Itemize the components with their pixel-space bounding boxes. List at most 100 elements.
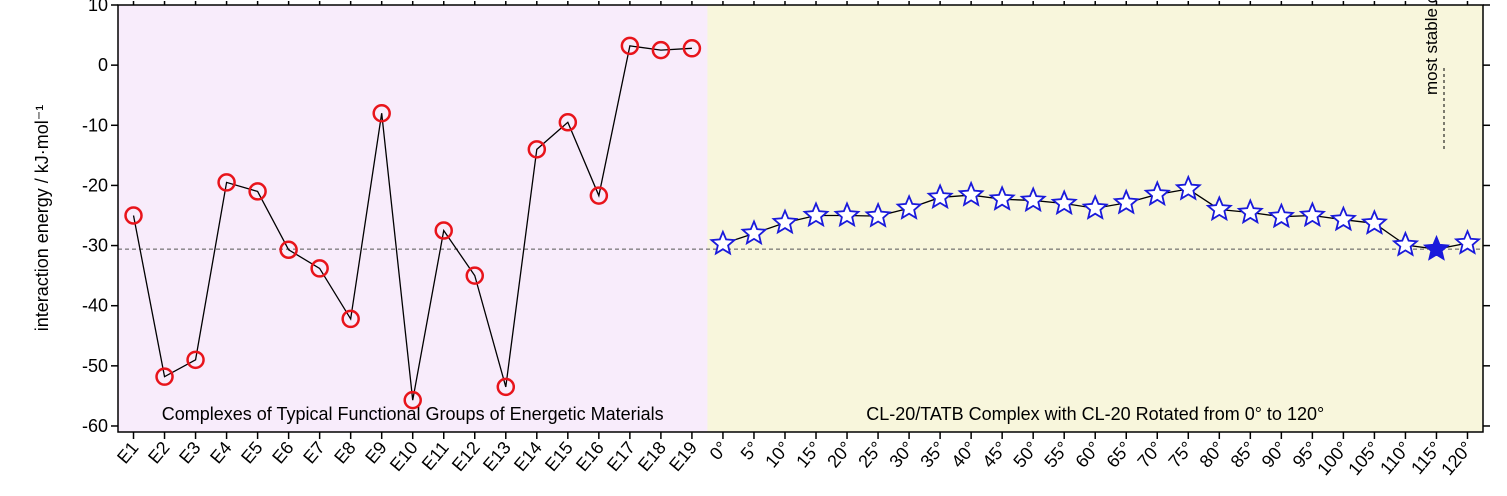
x-tick-label: 50° [1009, 438, 1042, 472]
x-tick-label: E4 [206, 438, 235, 468]
x-tick-label: E14 [510, 438, 546, 475]
point [465, 266, 485, 285]
point [124, 206, 143, 225]
point [682, 39, 702, 58]
point [1360, 208, 1388, 235]
x-tick-label: 5° [737, 438, 763, 464]
x-tick-label: E12 [448, 438, 484, 475]
point [155, 367, 174, 386]
point [1205, 195, 1233, 222]
point [926, 183, 954, 210]
x-tick-label: E11 [418, 438, 453, 474]
x-tick-label: 100° [1313, 438, 1352, 479]
x-tick-label: 65° [1102, 438, 1135, 472]
point [403, 390, 422, 410]
point [1329, 205, 1358, 232]
point [1422, 234, 1451, 261]
point [1174, 174, 1202, 201]
y-tick-label: -40 [82, 296, 108, 316]
x-tick-label: E5 [237, 438, 266, 468]
y-tick-label: -10 [82, 115, 108, 135]
point [864, 201, 892, 228]
x-tick-label: 75° [1165, 438, 1198, 472]
point [310, 259, 329, 278]
region-background [707, 5, 1483, 432]
point [988, 184, 1016, 211]
x-tick-label: 30° [885, 438, 918, 472]
x-tick-label: E8 [330, 438, 359, 468]
x-tick-label: E15 [541, 438, 577, 475]
x-tick-label: 60° [1071, 438, 1104, 472]
point [1267, 202, 1296, 229]
point [372, 104, 391, 123]
y-tick-label: -20 [82, 175, 108, 195]
x-tick-label: E13 [479, 438, 515, 475]
x-tick-label: 25° [854, 438, 887, 472]
region-background [118, 5, 708, 432]
y-tick-label: 10 [88, 0, 108, 15]
y-tick-label: -60 [82, 416, 108, 436]
point [802, 201, 830, 228]
point [434, 221, 453, 240]
point [217, 173, 236, 192]
x-tick-label: 70° [1133, 438, 1166, 472]
point [527, 140, 547, 159]
x-tick-label: 115° [1407, 438, 1445, 478]
region-label: Complexes of Typical Functional Groups o… [162, 404, 664, 424]
x-tick-label: E17 [603, 438, 639, 475]
y-axis-label: interaction energy / kJ·mol⁻¹ [32, 105, 52, 332]
x-tick-label: 35° [916, 438, 949, 472]
point [1143, 180, 1171, 207]
series-line [132, 45, 692, 401]
x-tick-label: 80° [1196, 438, 1229, 472]
y-tick-label: -50 [82, 356, 108, 376]
x-tick-label: 105° [1344, 438, 1383, 479]
point [957, 180, 985, 207]
x-tick-label: 15° [792, 438, 825, 472]
point [1453, 228, 1482, 255]
x-tick-label: 85° [1227, 438, 1260, 472]
x-tick-label: 0° [706, 438, 732, 464]
x-tick-label: E19 [665, 438, 701, 475]
y-tick-label: -30 [82, 236, 108, 256]
point [895, 193, 923, 220]
x-tick-label: E7 [299, 438, 328, 468]
x-tick-label: 55° [1040, 438, 1073, 472]
point [558, 113, 578, 132]
x-tick-label: E2 [144, 438, 173, 468]
point [1391, 230, 1420, 257]
point [1050, 189, 1078, 216]
point [496, 377, 516, 397]
plot-frame [117, 4, 1484, 433]
point [1236, 198, 1264, 225]
point [589, 186, 609, 205]
x-tick-label: E18 [634, 438, 670, 475]
point [740, 219, 768, 246]
x-tick-label: 40° [947, 438, 980, 472]
x-tick-label: 110° [1376, 438, 1414, 478]
point [620, 36, 640, 56]
point [186, 350, 205, 370]
x-tick-label: 10° [761, 438, 794, 472]
region-label: CL-20/TATB Complex with CL-20 Rotated fr… [866, 404, 1324, 424]
point [279, 240, 298, 260]
x-tick-label: E16 [572, 438, 608, 475]
point [248, 182, 267, 201]
x-tick-label: 45° [978, 438, 1011, 472]
x-tick-label: 20° [823, 438, 856, 472]
point [651, 40, 671, 60]
x-tick-label: E3 [175, 438, 204, 468]
x-tick-label: E6 [268, 438, 297, 468]
point [1019, 186, 1047, 213]
point [1081, 193, 1109, 220]
x-tick-label: 90° [1258, 438, 1291, 472]
point [771, 208, 799, 235]
x-tick-label: E1 [113, 438, 142, 468]
point [833, 201, 861, 228]
x-tick-label: 120° [1437, 438, 1476, 479]
point [1298, 201, 1327, 228]
point [341, 309, 360, 329]
x-tick-label: E10 [386, 438, 422, 475]
annotation: most stable configuration [1422, 0, 1441, 95]
